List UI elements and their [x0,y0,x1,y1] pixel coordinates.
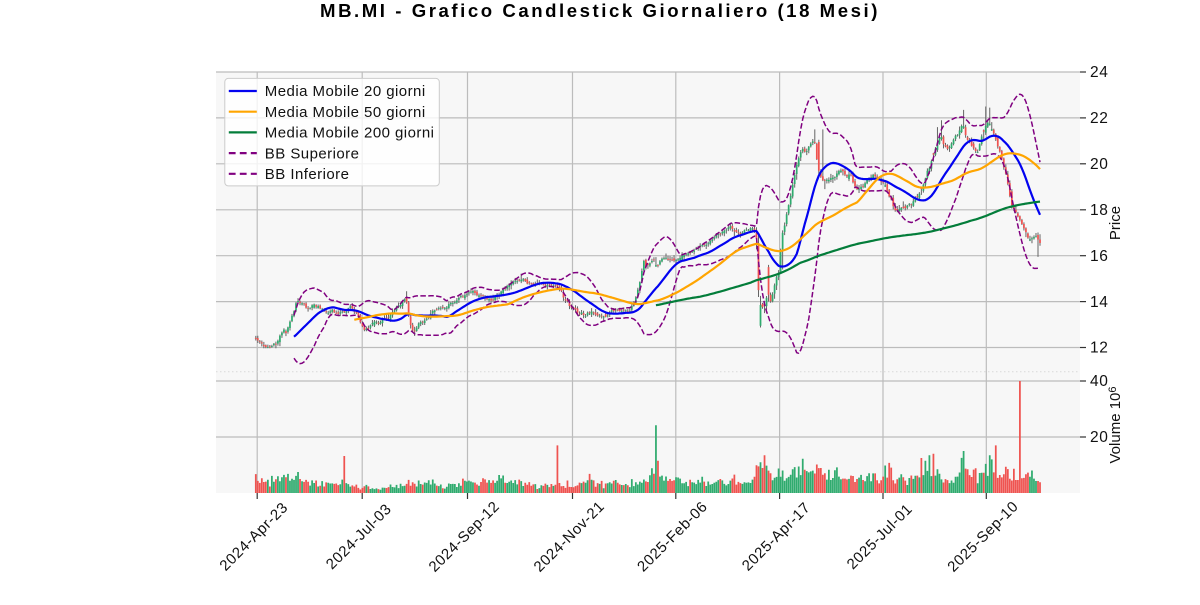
svg-text:22: 22 [1090,110,1108,127]
svg-text:40: 40 [1090,373,1108,390]
svg-text:16: 16 [1090,248,1108,265]
svg-text:Media Mobile 20 giorni: Media Mobile 20 giorni [265,83,426,100]
svg-text:18: 18 [1090,202,1108,219]
svg-text:14: 14 [1090,294,1108,311]
svg-text:20: 20 [1090,429,1108,446]
svg-text:20: 20 [1090,156,1108,173]
svg-text:BB Inferiore: BB Inferiore [265,166,350,183]
svg-text:Media Mobile 200 giorni: Media Mobile 200 giorni [265,125,435,142]
svg-text:Media Mobile 50 giorni: Media Mobile 50 giorni [265,104,426,121]
svg-text:MB.MI - Grafico Candlestick Gi: MB.MI - Grafico Candlestick Giornaliero … [320,0,880,21]
svg-text:Price: Price [1107,206,1124,240]
svg-text:BB Superiore: BB Superiore [265,145,360,162]
svg-text:12: 12 [1090,340,1108,357]
svg-text:24: 24 [1090,64,1108,81]
svg-text:Volume 106: Volume 106 [1107,386,1124,463]
